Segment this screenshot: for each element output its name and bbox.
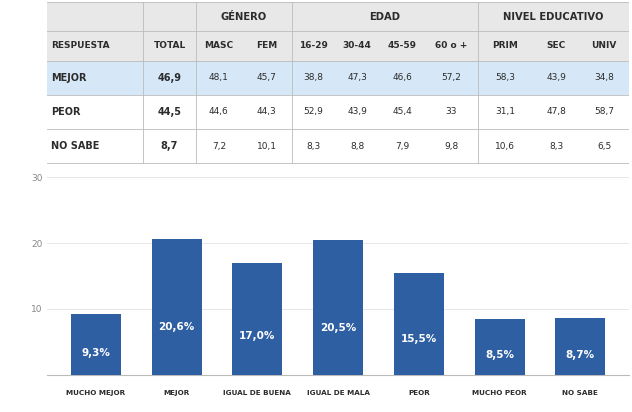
Bar [47,61,629,95]
Bar [394,273,444,375]
Text: 60 o +: 60 o + [435,42,468,51]
Text: 52,9: 52,9 [303,108,324,117]
Text: NO SABE: NO SABE [51,141,99,151]
Text: 44,6: 44,6 [209,108,229,117]
Text: 8,5%: 8,5% [485,350,514,360]
Text: PEOR: PEOR [51,107,80,117]
Text: 20,6%: 20,6% [159,323,195,332]
Text: 8,3: 8,3 [307,142,320,150]
Bar [152,239,202,375]
Text: 15,5%: 15,5% [401,334,437,344]
Text: 46,6: 46,6 [392,73,412,82]
Text: 6,5: 6,5 [597,142,611,150]
Text: NIVEL EDUCATIVO: NIVEL EDUCATIVO [503,12,604,22]
Text: 9,8: 9,8 [444,142,459,150]
Text: 43,9: 43,9 [347,108,367,117]
Text: 44,3: 44,3 [257,108,277,117]
Text: 44,5: 44,5 [157,107,181,117]
Text: 20,5%: 20,5% [320,323,356,332]
Bar [313,240,363,375]
Text: 10,6: 10,6 [495,142,515,150]
Text: 47,3: 47,3 [347,73,367,82]
Text: GÉNERO: GÉNERO [221,12,267,22]
Text: 47,8: 47,8 [546,108,566,117]
Text: EDAD: EDAD [369,12,400,22]
Text: 7,2: 7,2 [212,142,226,150]
Text: MEJOR: MEJOR [164,391,190,396]
Bar [475,319,525,375]
Bar [47,95,629,129]
Bar [233,263,283,375]
Text: MASC: MASC [204,42,233,51]
Text: TOTAL: TOTAL [154,42,186,51]
Text: 48,1: 48,1 [209,73,229,82]
Text: RESPUESTA: RESPUESTA [51,42,109,51]
Text: IGUAL DE MALA: IGUAL DE MALA [307,391,370,396]
Text: 30-44: 30-44 [343,42,372,51]
Text: 34,8: 34,8 [594,73,614,82]
Text: 9,3%: 9,3% [82,349,111,358]
Text: FEM: FEM [256,42,277,51]
Text: 43,9: 43,9 [546,73,566,82]
Text: 38,8: 38,8 [303,73,324,82]
Bar [556,318,605,375]
Text: 58,7: 58,7 [594,108,614,117]
Text: 8,7: 8,7 [161,141,178,151]
Text: MUCHO MEJOR: MUCHO MEJOR [66,391,125,396]
Text: 10,1: 10,1 [257,142,277,150]
Text: 33: 33 [446,108,457,117]
Text: PRIM: PRIM [492,42,518,51]
Text: 57,2: 57,2 [442,73,461,82]
Text: IGUAL DE BUENA: IGUAL DE BUENA [224,391,291,396]
Text: 16-29: 16-29 [299,42,328,51]
Text: PEOR: PEOR [408,391,430,396]
Text: 8,3: 8,3 [549,142,563,150]
Text: 8,7%: 8,7% [566,350,595,360]
Text: 45,4: 45,4 [392,108,412,117]
Bar [47,129,629,163]
Text: 17,0%: 17,0% [239,331,276,341]
Bar [47,2,629,61]
Text: 7,9: 7,9 [395,142,409,150]
Text: 46,9: 46,9 [157,73,181,83]
Text: MEJOR: MEJOR [51,73,87,83]
Bar [71,314,121,375]
Text: 8,8: 8,8 [350,142,364,150]
Text: NO SABE: NO SABE [562,391,599,396]
Text: UNIV: UNIV [592,42,617,51]
Text: MUCHO PEOR: MUCHO PEOR [472,391,527,396]
Text: 31,1: 31,1 [495,108,515,117]
Text: 45-59: 45-59 [387,42,416,51]
Text: 45,7: 45,7 [257,73,277,82]
Text: SEC: SEC [547,42,566,51]
Text: 58,3: 58,3 [495,73,515,82]
